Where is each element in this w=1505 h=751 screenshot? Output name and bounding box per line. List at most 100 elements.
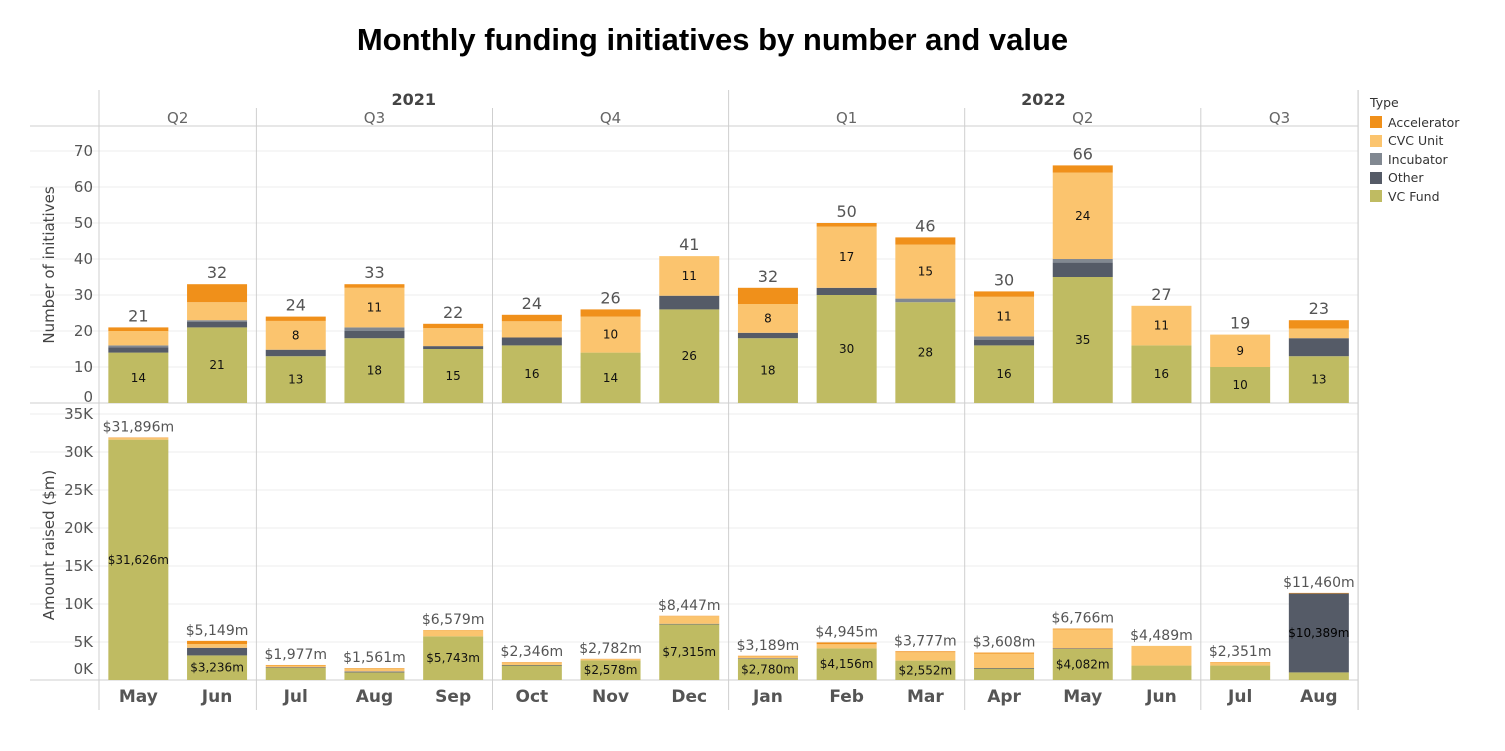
total-label: 26 <box>600 288 620 307</box>
y-axis-title-value: Amount raised ($m) <box>40 470 58 620</box>
total-label: $8,447m <box>658 598 721 614</box>
bar-segment-vc-fund <box>816 648 877 680</box>
bar-segment-cvc-unit <box>108 438 169 440</box>
total-label: $2,782m <box>579 641 642 657</box>
total-label: 46 <box>915 216 935 235</box>
total-label: $6,579m <box>422 612 485 628</box>
total-label: 24 <box>522 294 542 313</box>
x-tick-label: Dec <box>671 687 707 707</box>
bar-segment-vc-fund <box>895 302 956 403</box>
data-label: 10 <box>603 328 618 342</box>
bar-segment-other <box>1052 262 1113 277</box>
bar-segment-cvc-unit <box>344 287 405 328</box>
bar-segment-cvc-unit <box>580 659 641 661</box>
bar-segment-cvc-unit <box>265 320 326 350</box>
bar-segment-cvc-unit <box>974 653 1035 668</box>
bar-segment-accelerator <box>1052 628 1113 630</box>
legend-item-other: Other <box>1370 169 1459 188</box>
legend-swatch-vc-fund <box>1370 190 1382 203</box>
bar-segment-cvc-unit <box>580 316 641 353</box>
bar-segment-incubator <box>895 298 956 303</box>
y-tick-label-value: 25K <box>64 481 94 499</box>
bar-segment-accelerator <box>816 223 877 227</box>
bar-segment-accelerator <box>501 314 562 322</box>
data-label: $5,743m <box>426 651 480 665</box>
bar-segment-cvc-unit <box>423 630 484 637</box>
bar-segment-other <box>659 295 720 310</box>
x-tick-label: May <box>1063 687 1102 707</box>
bar-segment-other <box>344 671 405 673</box>
data-label: $2,780m <box>741 662 795 676</box>
total-label: 21 <box>128 306 148 325</box>
legend-label-vc-fund: VC Fund <box>1388 188 1440 204</box>
bar-segment-accelerator <box>737 287 798 304</box>
bar-segment-vc-fund <box>344 672 405 680</box>
bar-segment-accelerator <box>895 651 956 653</box>
y-tick-label-value: 20K <box>64 519 94 537</box>
bar-segment-cvc-unit <box>659 616 720 624</box>
y-tick-label-count: 70 <box>74 142 93 160</box>
bar-segment-cvc-unit <box>501 662 562 665</box>
total-label: $2,346m <box>501 644 564 660</box>
total-label: $3,608m <box>973 635 1036 651</box>
quarter-label: Q3 <box>364 109 385 127</box>
data-label: 11 <box>682 269 697 283</box>
data-label: 10 <box>1233 378 1248 392</box>
data-label: $4,156m <box>820 657 874 671</box>
bar-segment-accelerator <box>187 284 248 303</box>
data-label: 9 <box>1236 344 1244 358</box>
bar-segment-cvc-unit <box>1210 662 1271 666</box>
legend-item-incubator: Incubator <box>1370 150 1459 169</box>
data-label: 17 <box>839 250 854 264</box>
legend: Type Accelerator CVC Unit Incubator Othe… <box>1370 95 1459 206</box>
total-label: $5,149m <box>186 623 249 639</box>
bar-segment-cvc-unit <box>895 652 956 661</box>
bar-segment-incubator <box>1052 259 1113 263</box>
bar-segment-vc-fund <box>659 309 720 403</box>
bar-segment-vc-fund <box>580 352 641 403</box>
total-label: $1,977m <box>264 647 327 663</box>
bar-segment-accelerator <box>737 655 798 657</box>
data-label: 8 <box>764 311 772 325</box>
chart-title: Monthly funding initiatives by number an… <box>356 22 1069 57</box>
data-label: 16 <box>1154 367 1169 381</box>
data-label: 15 <box>918 265 933 279</box>
bar-segment-accelerator <box>423 323 484 329</box>
data-label: 18 <box>367 364 382 378</box>
bar-segment-other <box>737 658 798 659</box>
total-label: $31,896m <box>103 420 175 436</box>
total-label: 66 <box>1073 144 1093 163</box>
bar-segment-accelerator <box>816 642 877 645</box>
bar-segment-other <box>265 349 326 357</box>
bar-segment-accelerator <box>187 640 248 645</box>
data-label: 11 <box>1154 319 1169 333</box>
data-label: 35 <box>1075 333 1090 347</box>
x-tick-label: Nov <box>592 687 629 707</box>
y-tick-label-count: 20 <box>74 322 93 340</box>
bar-segment-cvc-unit <box>1210 334 1271 367</box>
bar-segment-other <box>1052 648 1113 649</box>
y-tick-label-count: 60 <box>74 178 93 196</box>
total-label: 32 <box>207 263 227 282</box>
bar-segment-other <box>974 667 1035 669</box>
bar-segment-vc-fund <box>265 667 326 680</box>
quarter-label: Q3 <box>1269 109 1290 127</box>
bar-segment-vc-fund <box>974 668 1035 680</box>
legend-item-accelerator: Accelerator <box>1370 113 1459 132</box>
bar-segment-accelerator <box>501 662 562 663</box>
x-tick-label: Sep <box>435 687 471 707</box>
legend-title: Type <box>1370 95 1399 110</box>
bar-segment-other <box>108 347 169 353</box>
x-tick-label: Mar <box>907 687 944 707</box>
bar-segment-vc-fund <box>108 439 169 680</box>
bar-segment-vc-fund <box>1131 345 1192 403</box>
bar-segment-cvc-unit <box>108 331 169 346</box>
total-label: $6,766m <box>1051 611 1114 627</box>
bar-segment-other <box>1288 338 1349 357</box>
bar-segment-cvc-unit <box>816 226 877 288</box>
bar-segment-other <box>1288 593 1349 673</box>
bar-segment-cvc-unit <box>1131 645 1192 666</box>
total-label: 24 <box>286 296 306 315</box>
bar-segment-accelerator <box>344 284 405 288</box>
x-tick-label: Jun <box>1145 687 1177 707</box>
